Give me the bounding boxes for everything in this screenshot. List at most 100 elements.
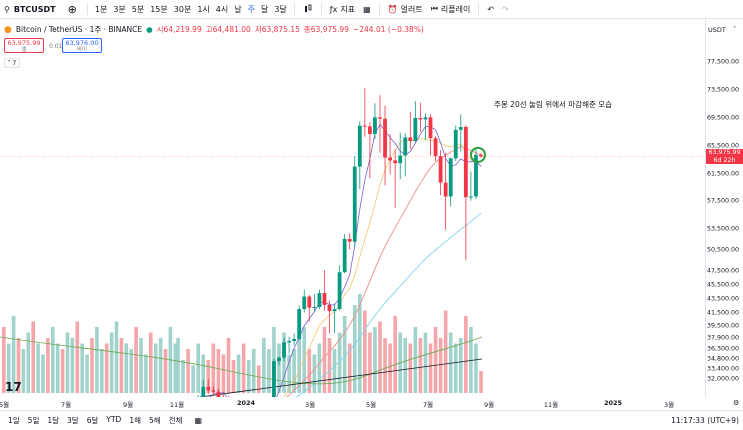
candle-body [479,154,483,157]
candle-body [357,125,362,167]
timeframe-10[interactable]: 3달 [274,4,287,14]
range-8[interactable]: 전체 [168,416,183,425]
price-tick: 77,500.00 [706,58,739,66]
symbol-search[interactable]: ⚲ BTCUSDT [0,5,62,14]
candle-body [211,390,216,392]
settings-icon[interactable]: ⚙ [733,399,740,407]
volume-bar [383,338,387,393]
volume-bar [277,343,281,393]
chart-type-button[interactable] [299,4,317,14]
indicators-toggle[interactable]: ˅ 7 [4,58,20,68]
volume-bar [226,338,231,393]
candle-body [428,117,433,139]
currency-label[interactable]: USDT [708,26,726,34]
divider [86,3,88,15]
price-chart[interactable] [0,19,705,397]
volume-bar [438,338,443,393]
volume-ma-line [0,336,483,385]
volume-bar [423,332,428,393]
candle-body [292,338,297,342]
range-4[interactable]: 6달 [86,416,99,425]
indicators-button[interactable]: ƒx 지표 [326,4,359,15]
price-tick: 61,500.00 [706,170,739,178]
time-tick: 11월 [169,401,185,409]
price-tick: 41,500.00 [706,309,739,317]
volume-bar [453,343,458,393]
timeframe-6[interactable]: 4시 [215,4,229,14]
buy-price: 63,976.00 [65,39,99,47]
range-5[interactable]: YTD [106,415,122,424]
candle-body [458,127,463,130]
time-tick: 3월 [304,401,316,409]
range-1[interactable]: 5일 [27,416,40,425]
candle-body [393,160,398,164]
range-2[interactable]: 1달 [47,416,60,425]
volume-bar [26,332,31,393]
range-0[interactable]: 1일 [8,416,20,425]
volume-bar [282,332,286,393]
volume-bar [393,316,397,393]
legend-low: 저63,875.15 [254,25,300,34]
search-icon: ⚲ [4,4,10,14]
alert-button[interactable]: ⏰ 얼러트 [384,4,427,15]
timeframe-8[interactable]: 주 [247,4,255,14]
volume-bar [11,316,16,393]
chevron-down-icon: ˅ [733,26,736,33]
sell-button[interactable]: 63,975.99 셀 [4,38,44,53]
timeframe-3[interactable]: 15분 [150,4,168,14]
undo-icon: ↶ [487,4,495,14]
range-3[interactable]: 3달 [67,416,79,425]
volume-bar [201,354,206,393]
undo-button[interactable]: ↶ [483,5,498,14]
volume-bar [119,338,124,393]
redo-button[interactable]: ↷ [498,5,513,14]
alarm-icon: ⏰ [387,4,398,14]
chevron-down-icon: ˅ [7,60,11,67]
volume-bar [368,332,372,393]
timeframe-9[interactable]: 달 [260,4,269,14]
timeframe-7[interactable]: 날 [234,4,242,14]
time-tick: 7월 [422,401,434,409]
timeframe-0[interactable]: 1분 [94,4,108,14]
candle-body [206,386,211,391]
volume-bar [257,365,261,393]
timeframe-2[interactable]: 5분 [131,4,145,14]
volume-trend-line [199,358,483,397]
buy-button[interactable]: 63,976.00 바이 [62,38,102,53]
indicators-label: 지표 [340,4,356,14]
range-6[interactable]: 1해 [129,416,141,425]
volume-bar [469,327,473,393]
volume-bar [241,343,246,393]
candle-body [453,129,458,159]
bar-countdown: 6d 22h [713,156,736,164]
volume-bar [124,343,129,393]
timeframe-4[interactable]: 30분 [173,4,192,14]
time-tick: 11월 [543,401,559,409]
candle-body [423,117,428,120]
legend-open: 시64,219.99 [156,25,202,34]
time-tick: 2024 [236,399,256,407]
calendar-icon[interactable]: ▦ [194,416,203,425]
top-toolbar: ⚲ BTCUSDT ⊕ 1분 3분 5분 15분 30분 1시 4시 날 주 달 3달 ƒx 지표 … [0,0,743,19]
layout-button[interactable]: ▦ [359,5,375,14]
candle-body [362,125,367,127]
redo-icon: ↷ [502,4,509,14]
volume-bar [109,332,114,393]
volume-bar [36,343,40,393]
volume-bar [363,310,367,393]
volume-bar [163,349,168,393]
timeframe-5[interactable]: 1시 [197,4,210,14]
candle-body [408,137,413,141]
candle-body [469,196,473,198]
candle-body [287,341,291,343]
price-axis[interactable]: 77,500.00 73,500.00 69,500.00 65,500.00 61,5… [705,19,743,397]
range-7[interactable]: 5해 [148,416,161,425]
volume-bar [21,349,26,393]
timeframe-1[interactable]: 3분 [113,4,126,14]
add-symbol-icon[interactable]: ⊕ [67,2,77,16]
replay-button[interactable]: ⏮ 리플레이 [427,4,475,15]
candle-body [398,155,403,164]
volume-bar [307,349,312,393]
volume-bar [443,310,448,393]
volume-bar [16,338,21,393]
